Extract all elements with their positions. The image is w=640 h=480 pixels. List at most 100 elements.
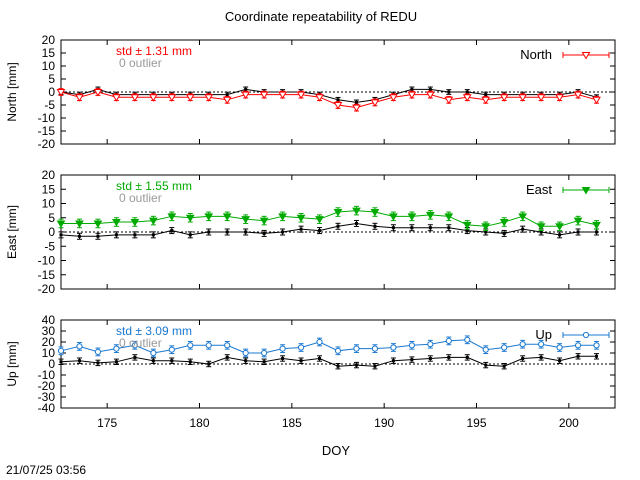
east-y-tick-label: 0 bbox=[48, 225, 55, 239]
up-y-tick-label: 10 bbox=[42, 346, 56, 360]
up-reference-point bbox=[225, 355, 229, 359]
up-y-tick-label: 40 bbox=[42, 313, 56, 327]
north-y-axis-label: North [mm] bbox=[5, 62, 19, 121]
up-legend-marker bbox=[582, 331, 590, 339]
up-series-point bbox=[297, 344, 305, 351]
up-series-point bbox=[187, 342, 194, 349]
up-reference-point bbox=[373, 364, 377, 368]
up-reference-point bbox=[558, 359, 562, 363]
north-series-point bbox=[389, 94, 398, 102]
north-series-point bbox=[407, 91, 417, 100]
north-std-label: std ± 1.31 mm bbox=[116, 44, 192, 58]
east-series-point bbox=[56, 220, 66, 228]
east-series-point bbox=[315, 216, 324, 224]
north-y-tick-label: -10 bbox=[38, 111, 56, 125]
timestamp: 21/07/25 03:56 bbox=[6, 463, 86, 477]
up-reference-point bbox=[170, 359, 174, 363]
east-reference-point bbox=[484, 230, 488, 234]
north-y-tick-label: -5 bbox=[44, 98, 55, 112]
east-reference-point bbox=[151, 233, 155, 237]
up-reference-point bbox=[410, 358, 414, 362]
up-reference-point bbox=[244, 359, 248, 363]
north-series-point bbox=[112, 94, 121, 102]
east-reference-point bbox=[595, 230, 599, 234]
north-y-tick-label: 5 bbox=[48, 72, 55, 86]
north-reference-point bbox=[465, 90, 469, 94]
up-y-tick-label: -40 bbox=[38, 401, 56, 415]
east-reference-point bbox=[77, 234, 81, 238]
north-series-point bbox=[333, 102, 343, 110]
east-y-tick-label: 5 bbox=[48, 211, 55, 225]
east-series-point bbox=[130, 219, 140, 227]
north-reference-point bbox=[336, 98, 340, 102]
east-reference-point bbox=[521, 227, 525, 231]
up-reference-point bbox=[281, 357, 285, 360]
east-reference-point bbox=[133, 233, 137, 237]
north-y-tick-label: 15 bbox=[42, 46, 56, 60]
east-reference-point bbox=[558, 233, 562, 237]
up-series-point bbox=[574, 342, 582, 349]
up-reference-point bbox=[595, 354, 599, 358]
east-legend-label: East bbox=[526, 182, 552, 197]
east-series-point bbox=[462, 221, 472, 230]
up-series-point bbox=[556, 344, 563, 351]
north-y-tick-label: 20 bbox=[42, 33, 56, 47]
up-series-point bbox=[334, 347, 342, 354]
up-y-axis-label: Up [mm] bbox=[5, 341, 19, 386]
north-series-point bbox=[370, 99, 380, 107]
east-series-point bbox=[259, 217, 269, 226]
north-y-tick-label: 0 bbox=[48, 85, 55, 99]
north-series-point bbox=[573, 91, 583, 100]
east-series-point bbox=[352, 207, 361, 216]
x-tick-label: 200 bbox=[559, 416, 579, 430]
up-series-point bbox=[224, 342, 231, 349]
x-tick-label: 185 bbox=[282, 416, 302, 430]
north-series-point bbox=[222, 96, 232, 105]
north-series-point bbox=[241, 91, 251, 100]
up-series-point bbox=[94, 348, 102, 355]
up-reference-point bbox=[96, 361, 100, 365]
east-y-tick-label: 10 bbox=[42, 197, 56, 211]
east-series-point bbox=[592, 221, 601, 230]
north-reference-point bbox=[484, 93, 488, 97]
up-std-label: std ± 3.09 mm bbox=[116, 324, 192, 338]
up-reference-point bbox=[133, 355, 137, 359]
up-reference-point bbox=[428, 357, 432, 360]
north-series-point bbox=[93, 89, 103, 97]
east-series-point bbox=[370, 209, 380, 217]
east-series-point bbox=[222, 213, 232, 221]
east-y-tick-label: 20 bbox=[42, 168, 56, 182]
east-reference-point bbox=[59, 233, 63, 237]
x-axis-label: DOY bbox=[322, 443, 351, 458]
north-y-tick-label: -15 bbox=[38, 124, 56, 138]
north-y-tick-label: -20 bbox=[38, 137, 56, 151]
north-series-point bbox=[278, 91, 287, 100]
east-series-point bbox=[444, 213, 454, 221]
east-series-point bbox=[278, 213, 287, 221]
east-std-label: std ± 1.55 mm bbox=[116, 179, 192, 193]
up-y-tick-label: -10 bbox=[38, 368, 56, 382]
up-reference-point bbox=[114, 360, 118, 364]
east-series-point bbox=[425, 211, 435, 220]
east-series-point bbox=[389, 213, 398, 221]
east-series-point bbox=[481, 223, 491, 231]
up-series-point bbox=[242, 349, 249, 357]
north-reference-point bbox=[244, 87, 248, 91]
up-series-point bbox=[113, 345, 120, 352]
east-series-point bbox=[112, 219, 121, 227]
east-reference-point bbox=[428, 226, 432, 230]
up-series-point bbox=[150, 349, 157, 357]
up-reference-point bbox=[391, 359, 395, 363]
north-reference-point bbox=[354, 100, 358, 104]
chart-title: Coordinate repeatability of REDU bbox=[225, 9, 417, 24]
up-series-point bbox=[390, 344, 397, 351]
east-series-point bbox=[241, 216, 251, 224]
north-series-point bbox=[444, 96, 454, 105]
east-legend-marker bbox=[581, 187, 591, 195]
north-series-point bbox=[352, 104, 361, 113]
north-series-point bbox=[499, 94, 509, 102]
east-series-point bbox=[518, 213, 528, 221]
